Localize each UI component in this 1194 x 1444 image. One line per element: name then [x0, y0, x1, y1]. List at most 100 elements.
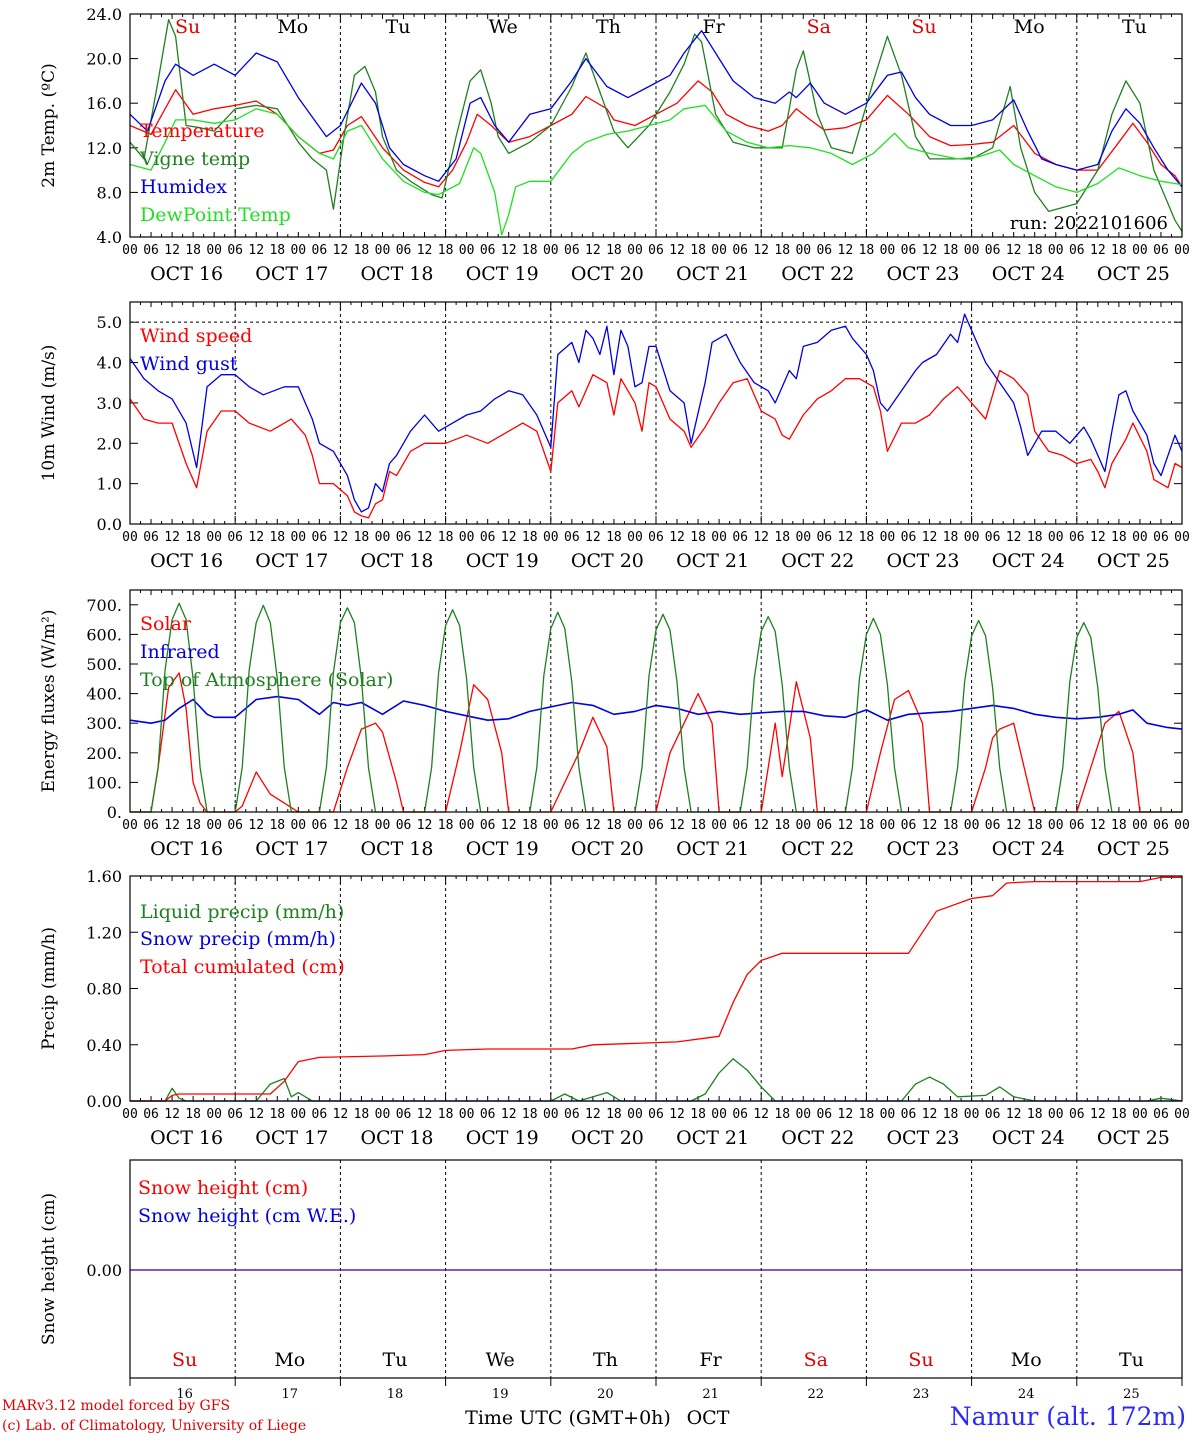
x-hour-label: 18 [859, 818, 875, 833]
x-hour-label: 12 [333, 1107, 349, 1122]
x-hour-label: 06 [1153, 530, 1169, 545]
x-hour-label: 06 [312, 1107, 328, 1122]
x-hour-label: 18 [185, 243, 201, 258]
y-tick-label: 0.40 [86, 1036, 122, 1055]
x-hour-label: 18 [354, 818, 370, 833]
x-hour-label: 00 [880, 818, 896, 833]
day-label: Sa [807, 16, 831, 38]
x-hour-label: 12 [922, 243, 938, 258]
x-hour-label: 18 [522, 1107, 538, 1122]
x-hour-label: 06 [648, 530, 664, 545]
x-hour-label: 00 [1048, 530, 1064, 545]
x-hour-label: 12 [164, 1107, 180, 1122]
legend-entry: Infrared [140, 641, 220, 663]
x-hour-label: 06 [396, 1107, 412, 1122]
day-label: Mo [1011, 1349, 1042, 1371]
day-label: Th [596, 16, 621, 38]
legend-entry: Total cumulated (cm) [140, 956, 345, 978]
panel-3: 0. 100. 200. 300. 400. 500. 600. 700. Energy flu… [39, 589, 1190, 860]
x-hour-label: 12 [838, 818, 854, 833]
x-hour-label: 06 [816, 530, 832, 545]
x-hour-label: 00 [795, 1107, 811, 1122]
x-hour-label: 12 [417, 1107, 433, 1122]
x-hour-label: 00 [1048, 243, 1064, 258]
series-line-infrared [129, 695, 1183, 730]
x-hour-label: 00 [290, 530, 306, 545]
x-date-label: OCT 17 [255, 838, 328, 860]
date-number: 24 [1018, 1387, 1035, 1402]
x-hour-label: 06 [480, 243, 496, 258]
x-hour-label: 06 [227, 1107, 243, 1122]
x-date-label: OCT 16 [150, 1127, 223, 1149]
x-hour-label: 18 [438, 530, 454, 545]
x-hour-label: 18 [606, 243, 622, 258]
x-hour-label: 18 [522, 818, 538, 833]
y-tick-label: 1.60 [86, 867, 122, 886]
x-hour-label: 12 [838, 243, 854, 258]
legend-entry: Wind gust [140, 353, 238, 375]
x-hour-label: 18 [269, 818, 285, 833]
x-hour-label: 00 [122, 1107, 138, 1122]
x-hour-label: 12 [1006, 243, 1022, 258]
x-hour-label: 06 [227, 818, 243, 833]
x-hour-label: 06 [143, 818, 159, 833]
x-hour-label: 00 [964, 818, 980, 833]
x-hour-label: 00 [543, 530, 559, 545]
date-number: 16 [176, 1387, 193, 1402]
x-hour-label: 18 [690, 243, 706, 258]
x-hour-label: 12 [753, 530, 769, 545]
panel-5: 0.00 Snow height (cm) Snow height (cm) Snow… [39, 1159, 1183, 1379]
x-date-label: OCT 16 [150, 838, 223, 860]
x-date-label: OCT 21 [676, 550, 749, 572]
x-hour-label: 00 [964, 243, 980, 258]
x-hour-label: 18 [269, 530, 285, 545]
day-label: Tu [1119, 1349, 1144, 1371]
x-hour-label: 18 [354, 530, 370, 545]
x-hour-label: 06 [480, 530, 496, 545]
x-hour-label: 06 [985, 243, 1001, 258]
x-hour-label: 00 [1048, 818, 1064, 833]
x-hour-label: 06 [1069, 530, 1085, 545]
day-label: Mo [274, 1349, 305, 1371]
x-hour-label: 18 [354, 1107, 370, 1122]
x-hour-label: 12 [753, 818, 769, 833]
day-label: Tu [1122, 16, 1147, 38]
x-hour-label: 12 [585, 243, 601, 258]
x-hour-label: 00 [1174, 1107, 1190, 1122]
x-hour-label: 12 [585, 530, 601, 545]
x-hour-label: 06 [985, 818, 1001, 833]
y-tick-label: 500. [86, 655, 122, 674]
y-tick-label: 300. [86, 714, 122, 733]
x-date-label: OCT 23 [886, 838, 959, 860]
x-hour-label: 12 [1006, 1107, 1022, 1122]
y-tick-label: 2.0 [97, 434, 122, 453]
x-hour-label: 00 [1174, 818, 1190, 833]
x-date-label: OCT 18 [360, 263, 433, 285]
y-tick-label: 0. [107, 803, 122, 822]
y-axis-label: Snow height (cm) [39, 1193, 59, 1345]
y-tick-label: 4.0 [97, 228, 122, 247]
x-hour-label: 12 [669, 530, 685, 545]
x-hour-label: 00 [627, 243, 643, 258]
x-hour-label: 18 [1027, 1107, 1043, 1122]
x-hour-label: 00 [206, 243, 222, 258]
x-hour-label: 00 [459, 243, 475, 258]
x-hour-label: 18 [1111, 1107, 1127, 1122]
x-hour-label: 06 [564, 243, 580, 258]
x-hour-label: 00 [459, 1107, 475, 1122]
day-label: Mo [277, 16, 308, 38]
x-axis-month: OCT [687, 1407, 730, 1429]
x-hour-label: 06 [312, 530, 328, 545]
y-tick-label: 200. [86, 744, 122, 763]
x-date-label: OCT 17 [255, 263, 328, 285]
x-hour-label: 12 [922, 530, 938, 545]
x-hour-label: 12 [922, 818, 938, 833]
x-date-label: OCT 23 [886, 550, 959, 572]
y-tick-label: 0.0 [97, 515, 122, 534]
day-label: Su [175, 16, 200, 38]
x-date-label: OCT 25 [1097, 1127, 1170, 1149]
x-date-label: OCT 23 [886, 263, 959, 285]
x-hour-label: 12 [1090, 818, 1106, 833]
series-line-humidex [129, 30, 1183, 188]
y-tick-label: 100. [86, 773, 122, 792]
